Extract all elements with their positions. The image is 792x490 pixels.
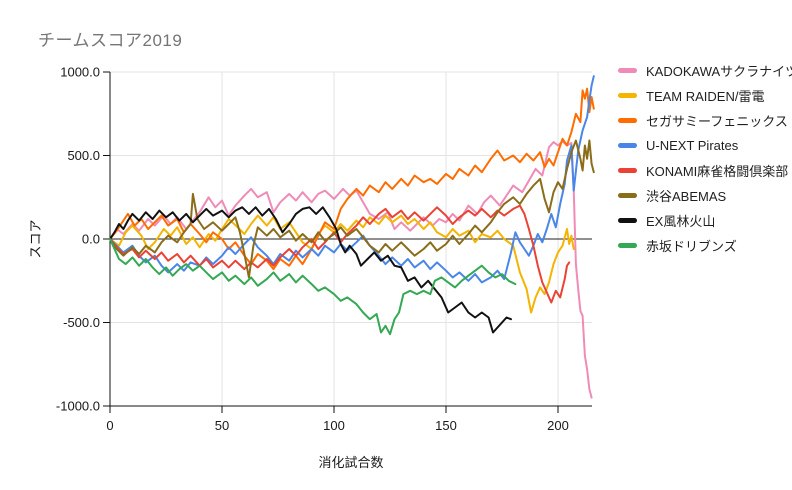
y-tick-label: -500.0 (63, 315, 100, 330)
legend-swatch-icon (618, 68, 637, 73)
legend-item-label: U-NEXT Pirates (646, 138, 739, 153)
legend-swatch-icon (618, 143, 637, 148)
legend-item: TEAM RAIDEN/雷電 (618, 83, 792, 108)
legend-swatch-icon (618, 93, 637, 98)
legend-item: セガサミーフェニックス (618, 108, 792, 133)
legend-swatch-icon (618, 218, 637, 223)
x-tick-label: 150 (435, 418, 457, 433)
legend-swatch-icon (618, 243, 637, 248)
x-tick-label: 100 (323, 418, 345, 433)
legend-item-label: KADOKAWAサクラナイツ (646, 64, 792, 79)
series-line-6 (109, 206, 512, 334)
legend-swatch-icon (618, 168, 637, 173)
legend-item: U-NEXT Pirates (618, 133, 792, 158)
legend-item-label: セガサミーフェニックス (646, 114, 788, 129)
legend-item-label: 渋谷ABEMAS (646, 189, 727, 204)
x-tick-label: 50 (215, 418, 229, 433)
legend-item: KONAMI麻雀格闘倶楽部 (618, 158, 792, 183)
y-tick-label: -1000.0 (56, 399, 100, 414)
series-line-7 (109, 238, 517, 336)
series-line-0 (109, 140, 593, 399)
x-tick-label: 200 (547, 418, 569, 433)
legend-item: 赤坂ドリブンズ (618, 233, 792, 258)
legend-item: KADOKAWAサクラナイツ (618, 58, 792, 83)
y-tick-label: 0.0 (82, 232, 100, 247)
x-tick-label: 0 (106, 418, 113, 433)
legend: KADOKAWAサクラナイツ TEAM RAIDEN/雷電 セガサミーフェニック… (618, 58, 792, 258)
legend-item-label: EX風林火山 (646, 214, 716, 229)
series-line-4 (109, 204, 571, 304)
legend-item-label: KONAMI麻雀格闘倶楽部 (646, 164, 789, 179)
series-line-1 (109, 214, 575, 314)
x-axis-title: 消化試合数 (318, 455, 384, 470)
legend-item-label: TEAM RAIDEN/雷電 (646, 89, 765, 104)
chart-title: チームスコア2019 (38, 31, 183, 50)
legend-swatch-icon (618, 118, 637, 123)
series-line-5 (109, 139, 595, 279)
series-line-3 (109, 75, 595, 284)
y-tick-label: 500.0 (67, 148, 100, 163)
series-line-2 (109, 87, 595, 271)
legend-item: EX風林火山 (618, 208, 792, 233)
legend-item-label: 赤坂ドリブンズ (646, 239, 737, 254)
legend-swatch-icon (618, 193, 637, 198)
y-tick-label: 1000.0 (60, 65, 100, 80)
legend-item: 渋谷ABEMAS (618, 183, 792, 208)
